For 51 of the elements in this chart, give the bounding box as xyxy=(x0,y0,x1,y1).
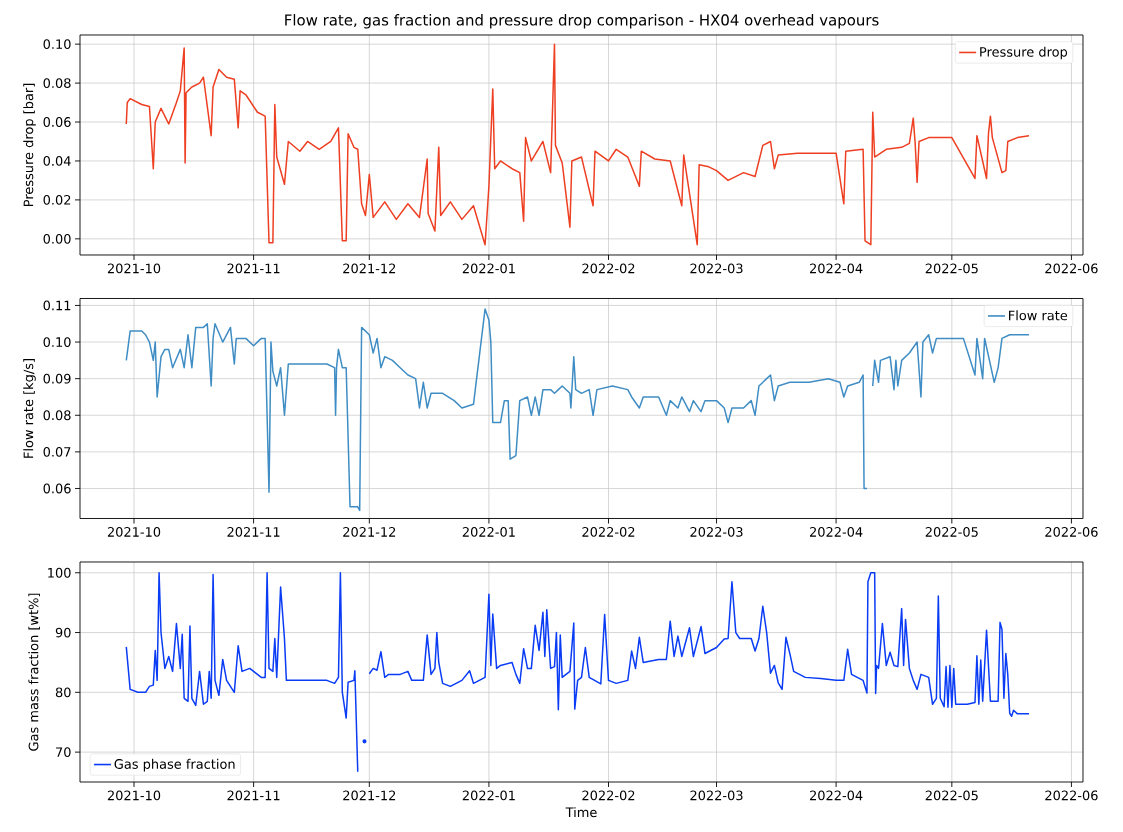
x-tick-label: 2022-05 xyxy=(925,790,978,801)
x-tick-label: 2021-12 xyxy=(343,790,396,801)
x-tick-label: 2022-03 xyxy=(690,263,743,274)
x-tick-label: 2021-10 xyxy=(107,790,161,801)
legend-label: Flow rate xyxy=(1009,310,1068,321)
x-tick-label: 2021-12 xyxy=(343,527,396,537)
chart-title: Flow rate, gas fraction and pressure drop comparison - HX04 overhead vapours xyxy=(285,14,879,29)
y-tick-label: 0.08 xyxy=(43,78,71,88)
x-tick-label: 2022-05 xyxy=(925,527,978,537)
x-tick-label: 2022-04 xyxy=(810,263,863,274)
y-tick-label: 100 xyxy=(48,567,71,578)
x-tick-label: 2022-03 xyxy=(690,790,743,801)
x-axis-title: Time xyxy=(565,807,597,818)
y-tick-label: 0.02 xyxy=(43,195,71,205)
y-tick-label: 80 xyxy=(55,687,71,698)
x-tick-label: 2021-12 xyxy=(343,263,396,274)
y-tick-label: 70 xyxy=(56,747,71,758)
x-tick-label: 2022-06 xyxy=(1045,527,1098,537)
x-tick-label: 2021-10 xyxy=(107,263,161,274)
y-tick-label: 0.10 xyxy=(43,337,71,347)
y-axis-title: Gas mass fraction [wt%] xyxy=(28,593,40,751)
y-tick-label: 0.09 xyxy=(43,373,71,384)
legend-label: Pressure drop xyxy=(980,46,1068,60)
x-tick-label: 2021-10 xyxy=(107,527,161,537)
legend-label: Gas phase fraction xyxy=(114,758,235,772)
x-tick-label: 2022-01 xyxy=(462,527,515,537)
x-tick-label: 2022-02 xyxy=(582,527,635,537)
y-tick-label: 0.06 xyxy=(43,483,71,494)
y-tick-label: 0.07 xyxy=(43,446,71,457)
x-tick-label: 2022-06 xyxy=(1045,790,1098,801)
y-tick-label: 0.08 xyxy=(43,410,71,421)
y-axis-title: Flow rate [kg/s] xyxy=(23,359,36,458)
x-tick-label: 2021-11 xyxy=(227,790,280,801)
y-tick-label: 0.06 xyxy=(43,117,71,127)
y-tick-label: 0.10 xyxy=(43,39,71,50)
x-tick-label: 2022-01 xyxy=(462,263,515,274)
y-tick-label: 0.04 xyxy=(43,156,71,166)
y-tick-label: 90 xyxy=(55,627,71,638)
y-tick-label: 0.00 xyxy=(43,233,71,244)
x-tick-label: 2021-11 xyxy=(227,263,280,274)
y-tick-label: 0.11 xyxy=(43,300,71,311)
x-tick-label: 2021-11 xyxy=(227,527,280,537)
x-tick-label: 2022-04 xyxy=(810,527,863,537)
y-axis-title: Pressure drop [bar] xyxy=(23,83,36,206)
x-tick-label: 2022-05 xyxy=(925,263,978,274)
x-tick-label: 2022-04 xyxy=(810,790,863,801)
x-tick-label: 2022-03 xyxy=(690,527,743,537)
x-tick-label: 2022-02 xyxy=(582,263,635,274)
x-tick-label: 2022-02 xyxy=(582,790,635,801)
x-tick-label: 2022-01 xyxy=(462,790,515,801)
x-tick-label: 2022-06 xyxy=(1045,263,1098,274)
